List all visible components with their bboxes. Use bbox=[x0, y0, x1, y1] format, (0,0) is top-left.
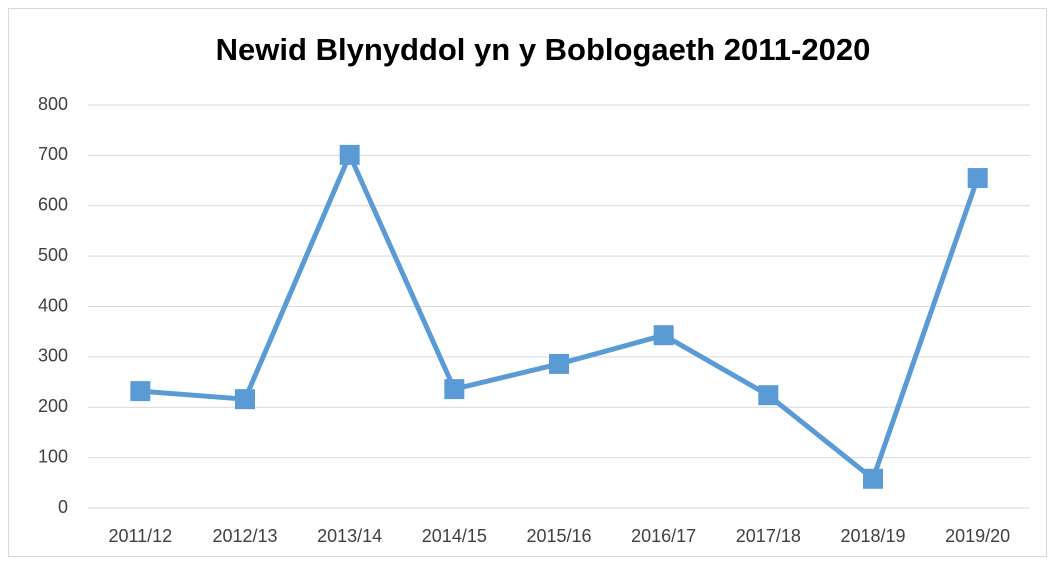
marker bbox=[967, 168, 988, 189]
marker bbox=[235, 389, 255, 410]
y-tick-label: 800 bbox=[38, 94, 68, 114]
y-tick-label: 400 bbox=[38, 295, 68, 315]
x-tick-label: 2016/17 bbox=[631, 526, 696, 546]
y-tick-label: 100 bbox=[38, 446, 68, 466]
chart-title: Newid Blynyddol yn y Boblogaeth 2011-202… bbox=[216, 32, 871, 67]
marker bbox=[549, 353, 569, 374]
marker bbox=[339, 144, 360, 165]
x-tick-label: 2018/19 bbox=[840, 526, 905, 546]
x-tick-label: 2014/15 bbox=[422, 526, 487, 546]
marker bbox=[653, 325, 674, 346]
marker bbox=[863, 468, 883, 489]
y-tick-label: 700 bbox=[38, 144, 68, 164]
y-tick-label: 200 bbox=[38, 396, 68, 416]
y-tick-label: 500 bbox=[38, 245, 68, 265]
y-tick-label: 300 bbox=[38, 346, 68, 366]
x-tick-label: 2012/13 bbox=[212, 526, 277, 546]
x-tick-label: 2015/16 bbox=[526, 526, 591, 546]
x-tick-label: 2013/14 bbox=[317, 526, 382, 546]
y-tick-label: 0 bbox=[58, 497, 68, 517]
x-tick-label: 2017/18 bbox=[736, 526, 801, 546]
y-tick-label: 600 bbox=[38, 195, 68, 215]
marker bbox=[130, 381, 151, 402]
x-tick-label: 2019/20 bbox=[945, 526, 1010, 546]
x-tick-label: 2011/12 bbox=[108, 526, 172, 546]
chart-border bbox=[8, 8, 1047, 557]
marker bbox=[444, 379, 465, 400]
marker bbox=[758, 385, 779, 406]
